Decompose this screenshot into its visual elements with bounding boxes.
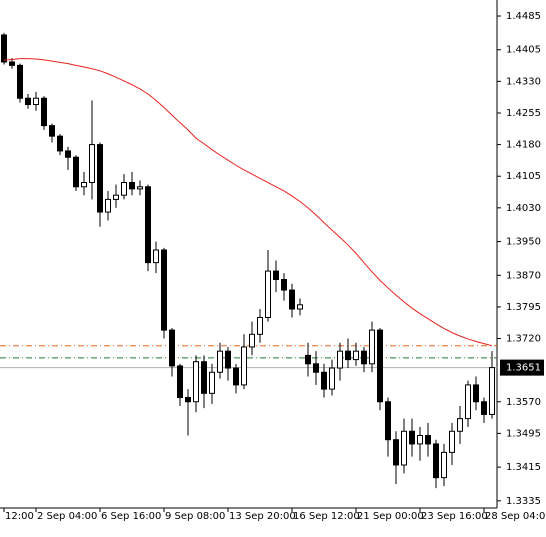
candle-body <box>65 150 71 158</box>
candle-body <box>377 329 383 403</box>
candle-body <box>89 144 95 184</box>
candle-body <box>481 401 487 415</box>
y-tick-label: 1.3950 <box>506 237 541 248</box>
candle-body <box>73 156 79 188</box>
candle-body <box>457 418 463 432</box>
candle-body <box>113 194 119 200</box>
candle-body <box>393 439 399 466</box>
candle-body <box>337 350 343 369</box>
candle-body <box>313 363 319 373</box>
y-tick-label: 1.4180 <box>506 140 541 151</box>
candle-body <box>25 97 31 106</box>
y-tick-label: 1.3720 <box>506 334 541 345</box>
y-tick-label: 1.3335 <box>506 496 541 507</box>
candle-body <box>241 346 247 386</box>
x-tick-label: 2 Sep 04:00 <box>37 511 97 522</box>
candle-body <box>473 384 479 403</box>
candle-body <box>281 279 287 291</box>
candle-body <box>41 97 47 127</box>
candle-body <box>401 430 407 466</box>
candle-body <box>169 329 175 367</box>
candle-body <box>153 249 159 264</box>
y-tick-label: 1.3415 <box>506 462 541 473</box>
candle-body <box>121 182 127 196</box>
candle-body <box>97 144 103 213</box>
candle-body <box>249 333 255 348</box>
candle-body <box>321 371 327 390</box>
candle-body <box>441 451 447 479</box>
moving-average <box>3 58 493 347</box>
candle-body <box>265 270 271 318</box>
candle-body <box>193 361 199 403</box>
y-tick-label: 1.4405 <box>506 45 541 56</box>
candle-body <box>449 430 455 453</box>
candle-body <box>257 316 263 335</box>
candle-body <box>369 329 375 365</box>
y-tick-label: 1.4485 <box>506 11 541 22</box>
candle-body <box>217 350 223 373</box>
candle-body <box>201 361 207 394</box>
candle-body <box>145 186 151 264</box>
candle-body <box>17 64 23 99</box>
candle-body <box>225 350 231 369</box>
y-tick-label: 1.3495 <box>506 428 541 439</box>
candle-body <box>209 371 215 394</box>
candle-body <box>297 304 303 310</box>
y-tick-label: 1.3870 <box>506 270 541 281</box>
y-tick-label: 1.3570 <box>506 397 541 408</box>
x-tick-label: 9 Sep 08:00 <box>165 511 225 522</box>
candle-body <box>289 289 295 310</box>
candle-body <box>417 434 423 445</box>
candle-body <box>233 367 239 386</box>
price-tag <box>500 359 544 376</box>
candle-body <box>137 186 143 190</box>
candle-body <box>49 125 55 137</box>
x-tick-label: 23 Sep 16:00 <box>421 511 488 522</box>
candle-body <box>273 270 279 281</box>
candle-body <box>433 443 439 479</box>
candle-body <box>129 182 135 190</box>
y-tick-label: 1.4105 <box>506 171 541 182</box>
candle-body <box>345 350 351 361</box>
x-tick-label: 28 Sep 04:00 <box>485 511 546 522</box>
candle-body <box>329 367 335 390</box>
candle-body <box>81 182 87 188</box>
candle-body <box>409 430 415 445</box>
candle-body <box>385 401 391 441</box>
y-tick-label: 1.4330 <box>506 76 541 87</box>
x-tick-label: 6 Sep 16:00 <box>101 511 161 522</box>
candle-body <box>353 350 359 361</box>
candle-body <box>305 354 311 365</box>
x-tick-label: 12:00 <box>5 511 34 522</box>
candle-body <box>105 198 111 213</box>
y-tick-label: 1.4030 <box>506 203 541 214</box>
y-tick-label: 1.4255 <box>506 108 541 119</box>
candle-body <box>33 97 39 106</box>
candle-body <box>1 34 7 63</box>
price-tag-label: 1.3651 <box>506 363 541 374</box>
candle-body <box>361 350 367 365</box>
candle-body <box>425 434 431 445</box>
candle-body <box>57 135 63 152</box>
candle-body <box>161 249 167 331</box>
y-tick-label: 1.3795 <box>506 302 541 313</box>
x-tick-label: 13 Sep 20:00 <box>229 511 296 522</box>
candle-body <box>185 397 191 403</box>
candle-body <box>465 384 471 420</box>
x-tick-label: 21 Sep 00:00 <box>357 511 424 522</box>
candle-body <box>9 61 15 66</box>
candle-body <box>489 367 495 415</box>
x-tick-label: 16 Sep 12:00 <box>293 511 360 522</box>
candle-body <box>177 365 183 399</box>
